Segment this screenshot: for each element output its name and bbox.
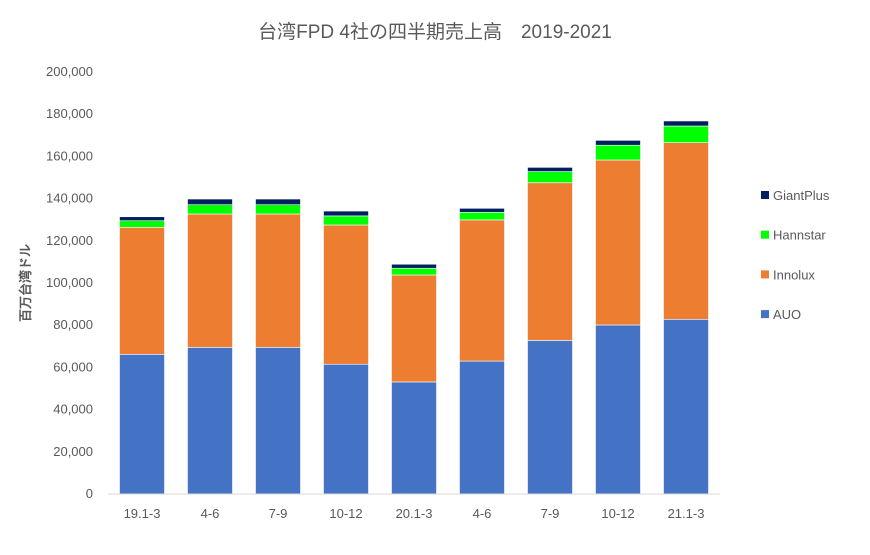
legend-swatch [761, 310, 769, 319]
x-tick-label: 10-12 [601, 506, 634, 521]
x-tick-label: 19.1-3 [124, 506, 161, 521]
bar-segment-hannstar [187, 204, 233, 215]
bar-segment-auo [527, 340, 573, 495]
bar-segment-hannstar [595, 144, 641, 161]
bar-segment-hannstar [323, 215, 369, 226]
bar-segment-giantplus [595, 140, 641, 146]
x-tick-label: 20.1-3 [396, 506, 433, 521]
y-tick-label: 20,000 [53, 444, 93, 459]
y-axis-label: 百万台湾ドル [18, 244, 33, 322]
legend-label: Hannstar [773, 228, 826, 243]
y-tick-label: 160,000 [46, 148, 93, 163]
bar-segment-giantplus [663, 120, 709, 127]
legend-label: GiantPlus [773, 188, 830, 203]
bar-segment-hannstar [255, 204, 301, 215]
chart-title: 台湾FPD 4社の四半期売上高 2019-2021 [258, 21, 612, 43]
bar-segment-auo [255, 347, 301, 495]
y-tick-label: 180,000 [46, 106, 93, 121]
bar-segment-giantplus [187, 198, 233, 206]
x-tick-label: 7-9 [541, 506, 560, 521]
x-tick-label: 21.1-3 [668, 506, 705, 521]
y-tick-label: 60,000 [53, 359, 93, 374]
legend-label: Innolux [773, 267, 815, 282]
bar-segment-innolux [459, 219, 505, 362]
bar-segment-auo [391, 381, 437, 495]
bar-segment-hannstar [391, 267, 437, 276]
bar-segment-auo [119, 354, 165, 495]
y-tick-label: 140,000 [46, 191, 93, 206]
y-tick-label: 200,000 [46, 64, 93, 79]
y-tick-label: 80,000 [53, 317, 93, 332]
legend-label: AUO [773, 307, 801, 322]
bar-segment-giantplus [391, 263, 437, 269]
y-tick-label: 40,000 [53, 402, 93, 417]
bar-segment-auo [595, 324, 641, 495]
y-tick-label: 0 [86, 486, 93, 501]
bar-segment-giantplus [323, 210, 369, 217]
legend-item-hannstar: Hannstar [761, 228, 826, 243]
bar-segment-innolux [323, 224, 369, 365]
bar-segment-innolux [527, 182, 573, 341]
bar-segment-hannstar [527, 171, 573, 184]
x-tick-label: 4-6 [473, 506, 492, 521]
bar-segment-innolux [595, 159, 641, 326]
y-tick-label: 120,000 [46, 233, 93, 248]
bar-segment-auo [663, 318, 709, 495]
bar-segment-giantplus [459, 208, 505, 213]
bar-segment-hannstar [119, 220, 165, 228]
bar-segment-giantplus [527, 167, 573, 172]
x-tick-label: 10-12 [329, 506, 362, 521]
legend-swatch [761, 191, 769, 199]
bar-segment-giantplus [255, 198, 301, 206]
legend-item-innolux: Innolux [761, 267, 815, 282]
bar-segment-innolux [391, 274, 437, 383]
bar-segment-auo [323, 363, 369, 495]
legend-swatch [761, 230, 769, 239]
bar-segment-giantplus [119, 216, 165, 222]
bar-segment-hannstar [459, 212, 505, 221]
bar-segment-auo [187, 347, 233, 495]
legend-swatch [761, 270, 769, 279]
x-tick-label: 4-6 [201, 506, 220, 521]
x-tick-label: 7-9 [269, 506, 288, 521]
bar-segment-innolux [187, 213, 233, 348]
bar-segment-innolux [119, 226, 165, 355]
bar-segment-auo [459, 360, 505, 495]
y-tick-label: 100,000 [46, 275, 93, 290]
legend-item-auo: AUO [761, 307, 801, 322]
legend-item-giantplus: GiantPlus [761, 188, 830, 203]
bar-segment-innolux [663, 142, 709, 320]
bar-segment-hannstar [663, 125, 709, 143]
bar-segment-innolux [255, 213, 301, 348]
